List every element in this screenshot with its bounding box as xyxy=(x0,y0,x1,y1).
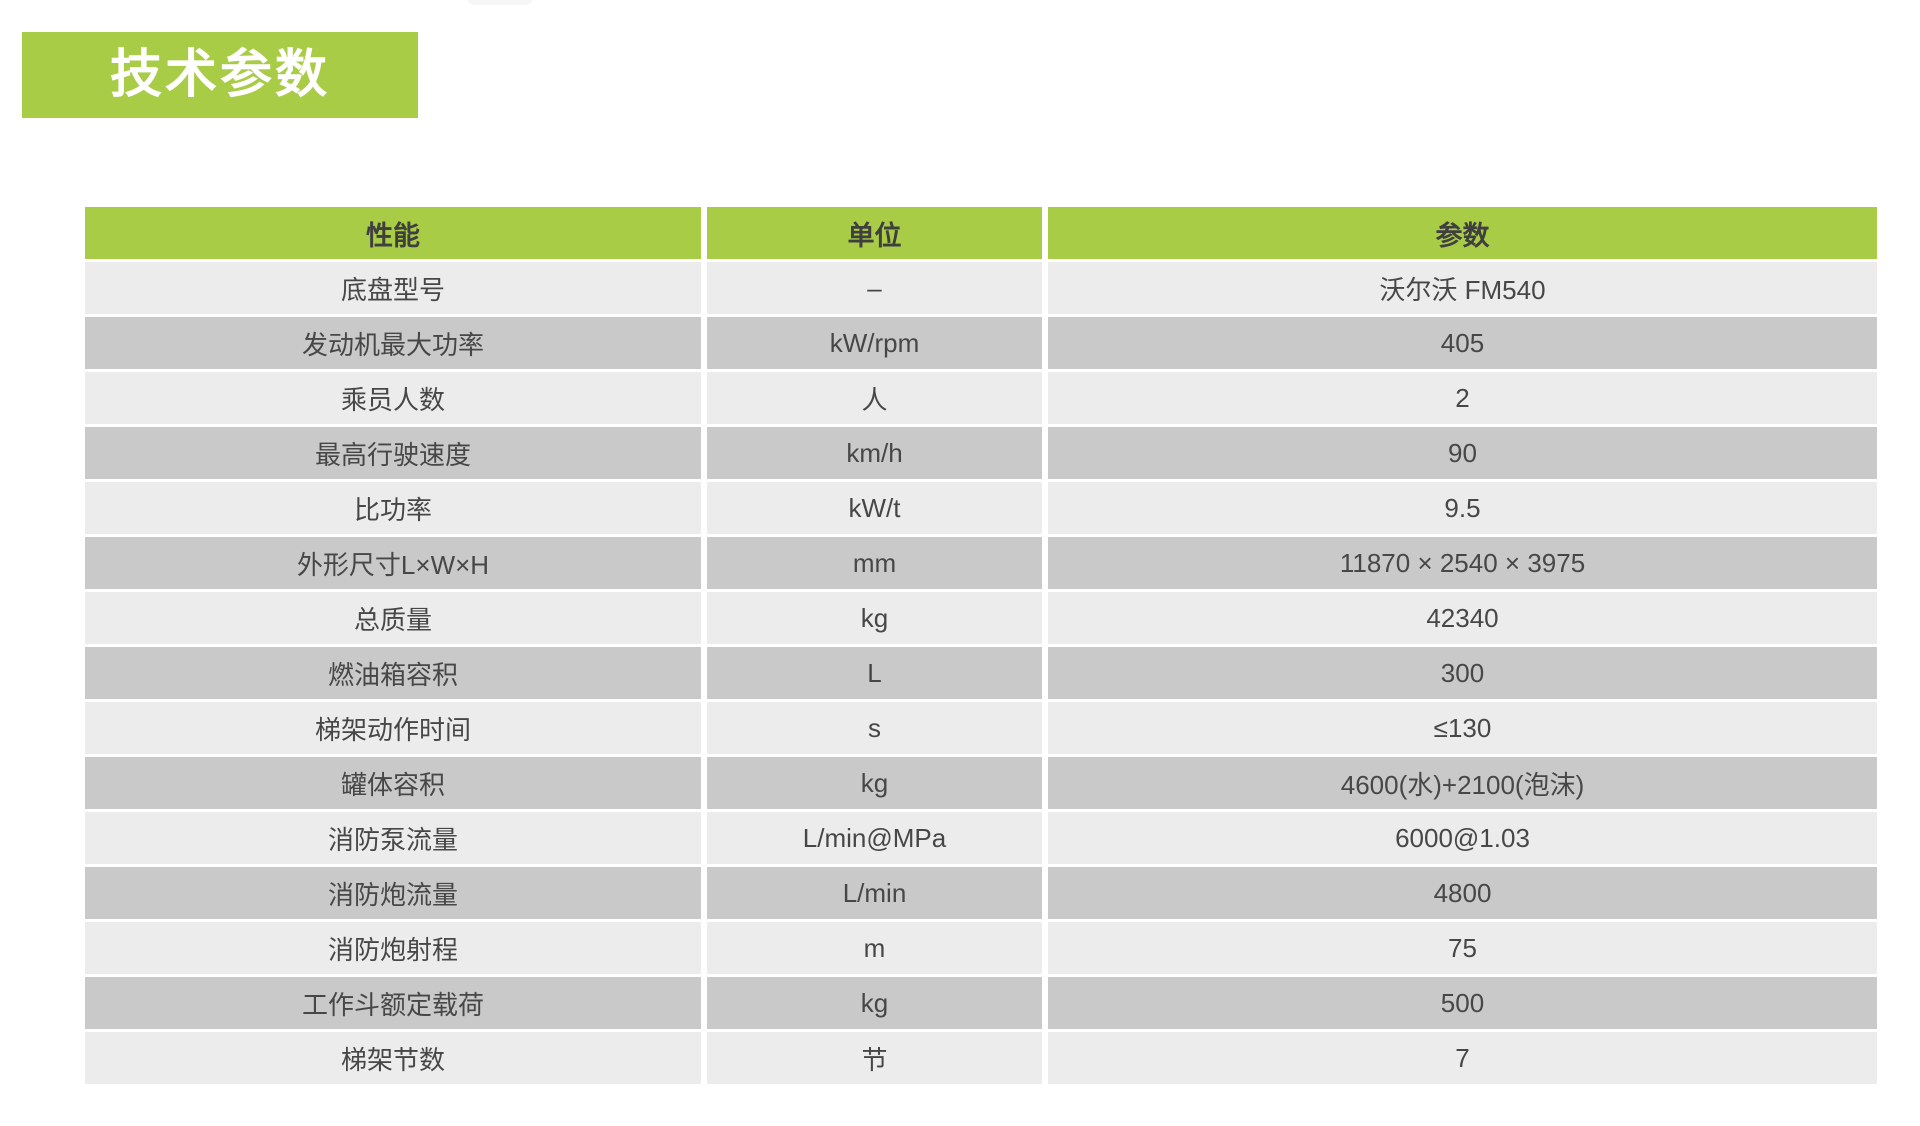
cell-parameter: 沃尔沃 FM540 xyxy=(1048,262,1877,317)
page-edge-artifact xyxy=(468,0,532,5)
cell-parameter: 90 xyxy=(1048,427,1877,482)
cell-unit: L/min@MPa xyxy=(707,812,1048,867)
cell-parameter: 300 xyxy=(1048,647,1877,702)
cell-unit: 人 xyxy=(707,372,1048,427)
cell-performance: 比功率 xyxy=(85,482,707,537)
column-header-performance: 性能 xyxy=(85,207,707,262)
cell-parameter: 2 xyxy=(1048,372,1877,427)
cell-parameter: 75 xyxy=(1048,922,1877,977)
cell-unit: m xyxy=(707,922,1048,977)
cell-parameter: ≤130 xyxy=(1048,702,1877,757)
cell-parameter: 405 xyxy=(1048,317,1877,372)
cell-parameter: 42340 xyxy=(1048,592,1877,647)
table-row: 比功率 kW/t 9.5 xyxy=(85,482,1877,537)
table-row: 消防炮射程 m 75 xyxy=(85,922,1877,977)
cell-performance: 梯架节数 xyxy=(85,1032,707,1087)
cell-unit: L/min xyxy=(707,867,1048,922)
table-row: 底盘型号 – 沃尔沃 FM540 xyxy=(85,262,1877,317)
cell-performance: 总质量 xyxy=(85,592,707,647)
cell-unit: 节 xyxy=(707,1032,1048,1087)
cell-unit: kW/rpm xyxy=(707,317,1048,372)
cell-unit: – xyxy=(707,262,1048,317)
page-title: 技术参数 xyxy=(109,46,330,104)
cell-unit: kW/t xyxy=(707,482,1048,537)
cell-unit: L xyxy=(707,647,1048,702)
technical-parameters-table: 性能 单位 参数 底盘型号 – 沃尔沃 FM540 发动机最大功率 kW/rpm 405 乘… xyxy=(85,207,1877,1087)
cell-performance: 梯架动作时间 xyxy=(85,702,707,757)
cell-parameter: 9.5 xyxy=(1048,482,1877,537)
table-header-row: 性能 单位 参数 xyxy=(85,207,1877,262)
cell-performance: 消防炮射程 xyxy=(85,922,707,977)
table-row: 总质量 kg 42340 xyxy=(85,592,1877,647)
column-header-unit: 单位 xyxy=(707,207,1048,262)
cell-parameter: 4600(水)+2100(泡沫) xyxy=(1048,757,1877,812)
cell-performance: 消防炮流量 xyxy=(85,867,707,922)
section-title-badge: 技术参数 xyxy=(22,32,418,118)
cell-parameter: 7 xyxy=(1048,1032,1877,1087)
cell-unit: kg xyxy=(707,977,1048,1032)
table-row: 梯架动作时间 s ≤130 xyxy=(85,702,1877,757)
table-row: 乘员人数人 2 xyxy=(85,372,1877,427)
cell-performance: 罐体容积 xyxy=(85,757,707,812)
cell-performance: 燃油箱容积 xyxy=(85,647,707,702)
table-row: 工作斗额定载荷 kg 500 xyxy=(85,977,1877,1032)
cell-unit: kg xyxy=(707,757,1048,812)
table-row: 罐体容积 kg 4600(水)+2100(泡沫) xyxy=(85,757,1877,812)
cell-unit: km/h xyxy=(707,427,1048,482)
cell-performance: 发动机最大功率 xyxy=(85,317,707,372)
table-row: 梯架节数节 7 xyxy=(85,1032,1877,1087)
spec-table-body: 底盘型号 – 沃尔沃 FM540 发动机最大功率 kW/rpm 405 乘员人数人 2 最高行驶… xyxy=(85,262,1877,1087)
table-row: 外形尺寸L×W×H mm 11870 × 2540 × 3975 xyxy=(85,537,1877,592)
cell-performance: 最高行驶速度 xyxy=(85,427,707,482)
cell-parameter: 11870 × 2540 × 3975 xyxy=(1048,537,1877,592)
table-row: 最高行驶速度 km/h 90 xyxy=(85,427,1877,482)
cell-unit: kg xyxy=(707,592,1048,647)
cell-performance: 消防泵流量 xyxy=(85,812,707,867)
cell-performance: 底盘型号 xyxy=(85,262,707,317)
cell-parameter: 4800 xyxy=(1048,867,1877,922)
cell-performance: 乘员人数 xyxy=(85,372,707,427)
column-header-parameter: 参数 xyxy=(1048,207,1877,262)
cell-unit: mm xyxy=(707,537,1048,592)
table-row: 燃油箱容积 L 300 xyxy=(85,647,1877,702)
cell-parameter: 6000@1.03 xyxy=(1048,812,1877,867)
cell-performance: 工作斗额定载荷 xyxy=(85,977,707,1032)
cell-parameter: 500 xyxy=(1048,977,1877,1032)
cell-unit: s xyxy=(707,702,1048,757)
table-row: 发动机最大功率 kW/rpm 405 xyxy=(85,317,1877,372)
table-row: 消防泵流量 L/min@MPa 6000@1.03 xyxy=(85,812,1877,867)
table-row: 消防炮流量 L/min 4800 xyxy=(85,867,1877,922)
cell-performance: 外形尺寸L×W×H xyxy=(85,537,707,592)
